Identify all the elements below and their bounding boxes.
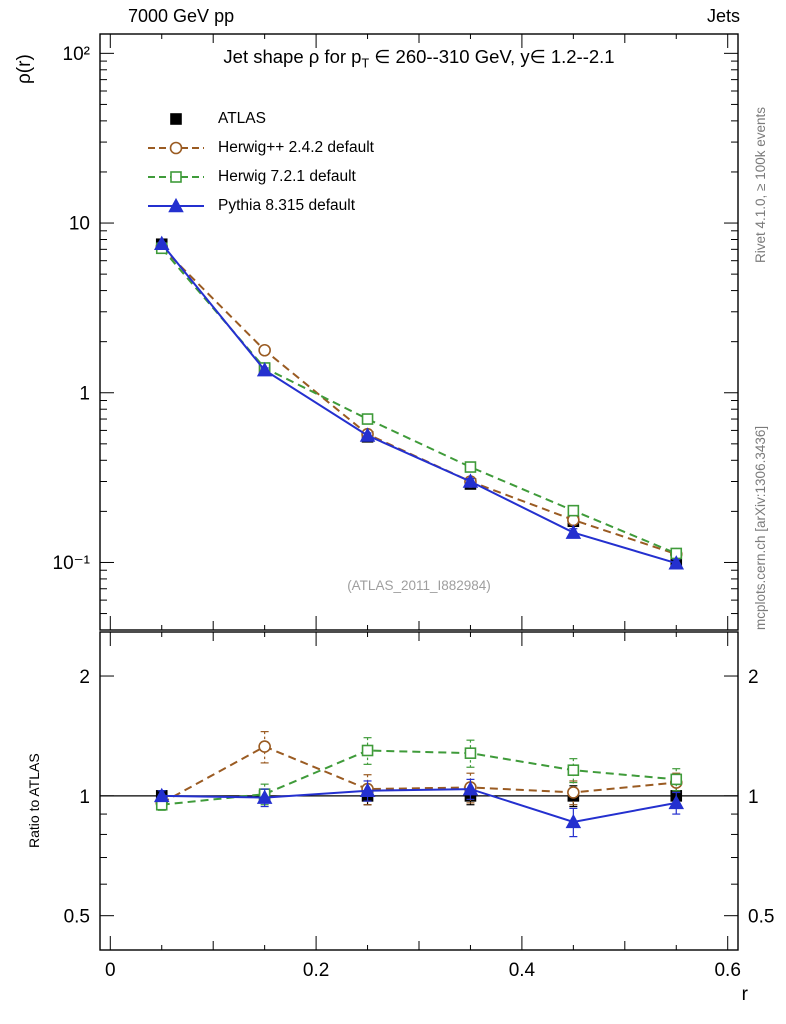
legend-item: Herwig++ 2.4.2 default: [146, 133, 374, 162]
svg-text:0.5: 0.5: [748, 907, 774, 928]
herwigpp-marker-icon: [146, 138, 206, 158]
svg-text:10²: 10²: [63, 44, 90, 65]
plot-title: Jet shape ρ for pT ∈ 260--310 GeV, y∈ 1.…: [100, 46, 738, 71]
plot-title-text: Jet shape ρ for p: [223, 46, 362, 67]
beam-energy-label: 7000 GeV pp: [128, 6, 235, 26]
svg-text:0.2: 0.2: [303, 960, 329, 981]
svg-text:10: 10: [69, 214, 90, 235]
legend: ATLAS Herwig++ 2.4.2 default Herwig 7.2.…: [146, 104, 374, 220]
svg-text:1: 1: [79, 787, 90, 808]
svg-text:0.4: 0.4: [509, 960, 536, 981]
mcplots-reference-note: mcplots.cern.ch [arXiv:1306.3436]: [753, 425, 768, 630]
rivet-version-note: Rivet 4.1.0, ≥ 100k events: [753, 107, 768, 263]
svg-text:1: 1: [748, 787, 759, 808]
svg-text:2: 2: [748, 667, 759, 688]
legend-item: Pythia 8.315 default: [146, 191, 374, 220]
svg-text:0.5: 0.5: [64, 907, 90, 928]
ratio-axis-label: Ratio to ATLAS: [26, 753, 42, 848]
svg-text:0.6: 0.6: [714, 960, 740, 981]
svg-text:1: 1: [79, 383, 90, 404]
x-axis-label: r: [741, 984, 748, 1005]
svg-text:2: 2: [79, 667, 90, 688]
legend-item: ATLAS: [146, 104, 374, 133]
atlas-marker-icon: [146, 109, 206, 129]
plot-title-subscript: T: [361, 56, 370, 71]
analysis-id-watermark: (ATLAS_2011_I882984): [347, 578, 491, 593]
svg-text:0: 0: [105, 960, 116, 981]
herwig7-marker-icon: [146, 167, 206, 187]
process-label: Jets: [706, 6, 740, 26]
svg-text:10⁻¹: 10⁻¹: [53, 553, 91, 574]
plot-title-rest: ∈ 260--310 GeV, y∈ 1.2--2.1: [369, 46, 615, 67]
legend-label: Herwig 7.2.1 default: [218, 167, 356, 185]
legend-label: Herwig++ 2.4.2 default: [218, 138, 374, 156]
legend-item: Herwig 7.2.1 default: [146, 162, 374, 191]
legend-label: Pythia 8.315 default: [218, 196, 356, 214]
y-axis-label: ρ(r): [14, 54, 35, 84]
legend-label: ATLAS: [218, 109, 266, 127]
pythia-marker-icon: [146, 196, 206, 216]
